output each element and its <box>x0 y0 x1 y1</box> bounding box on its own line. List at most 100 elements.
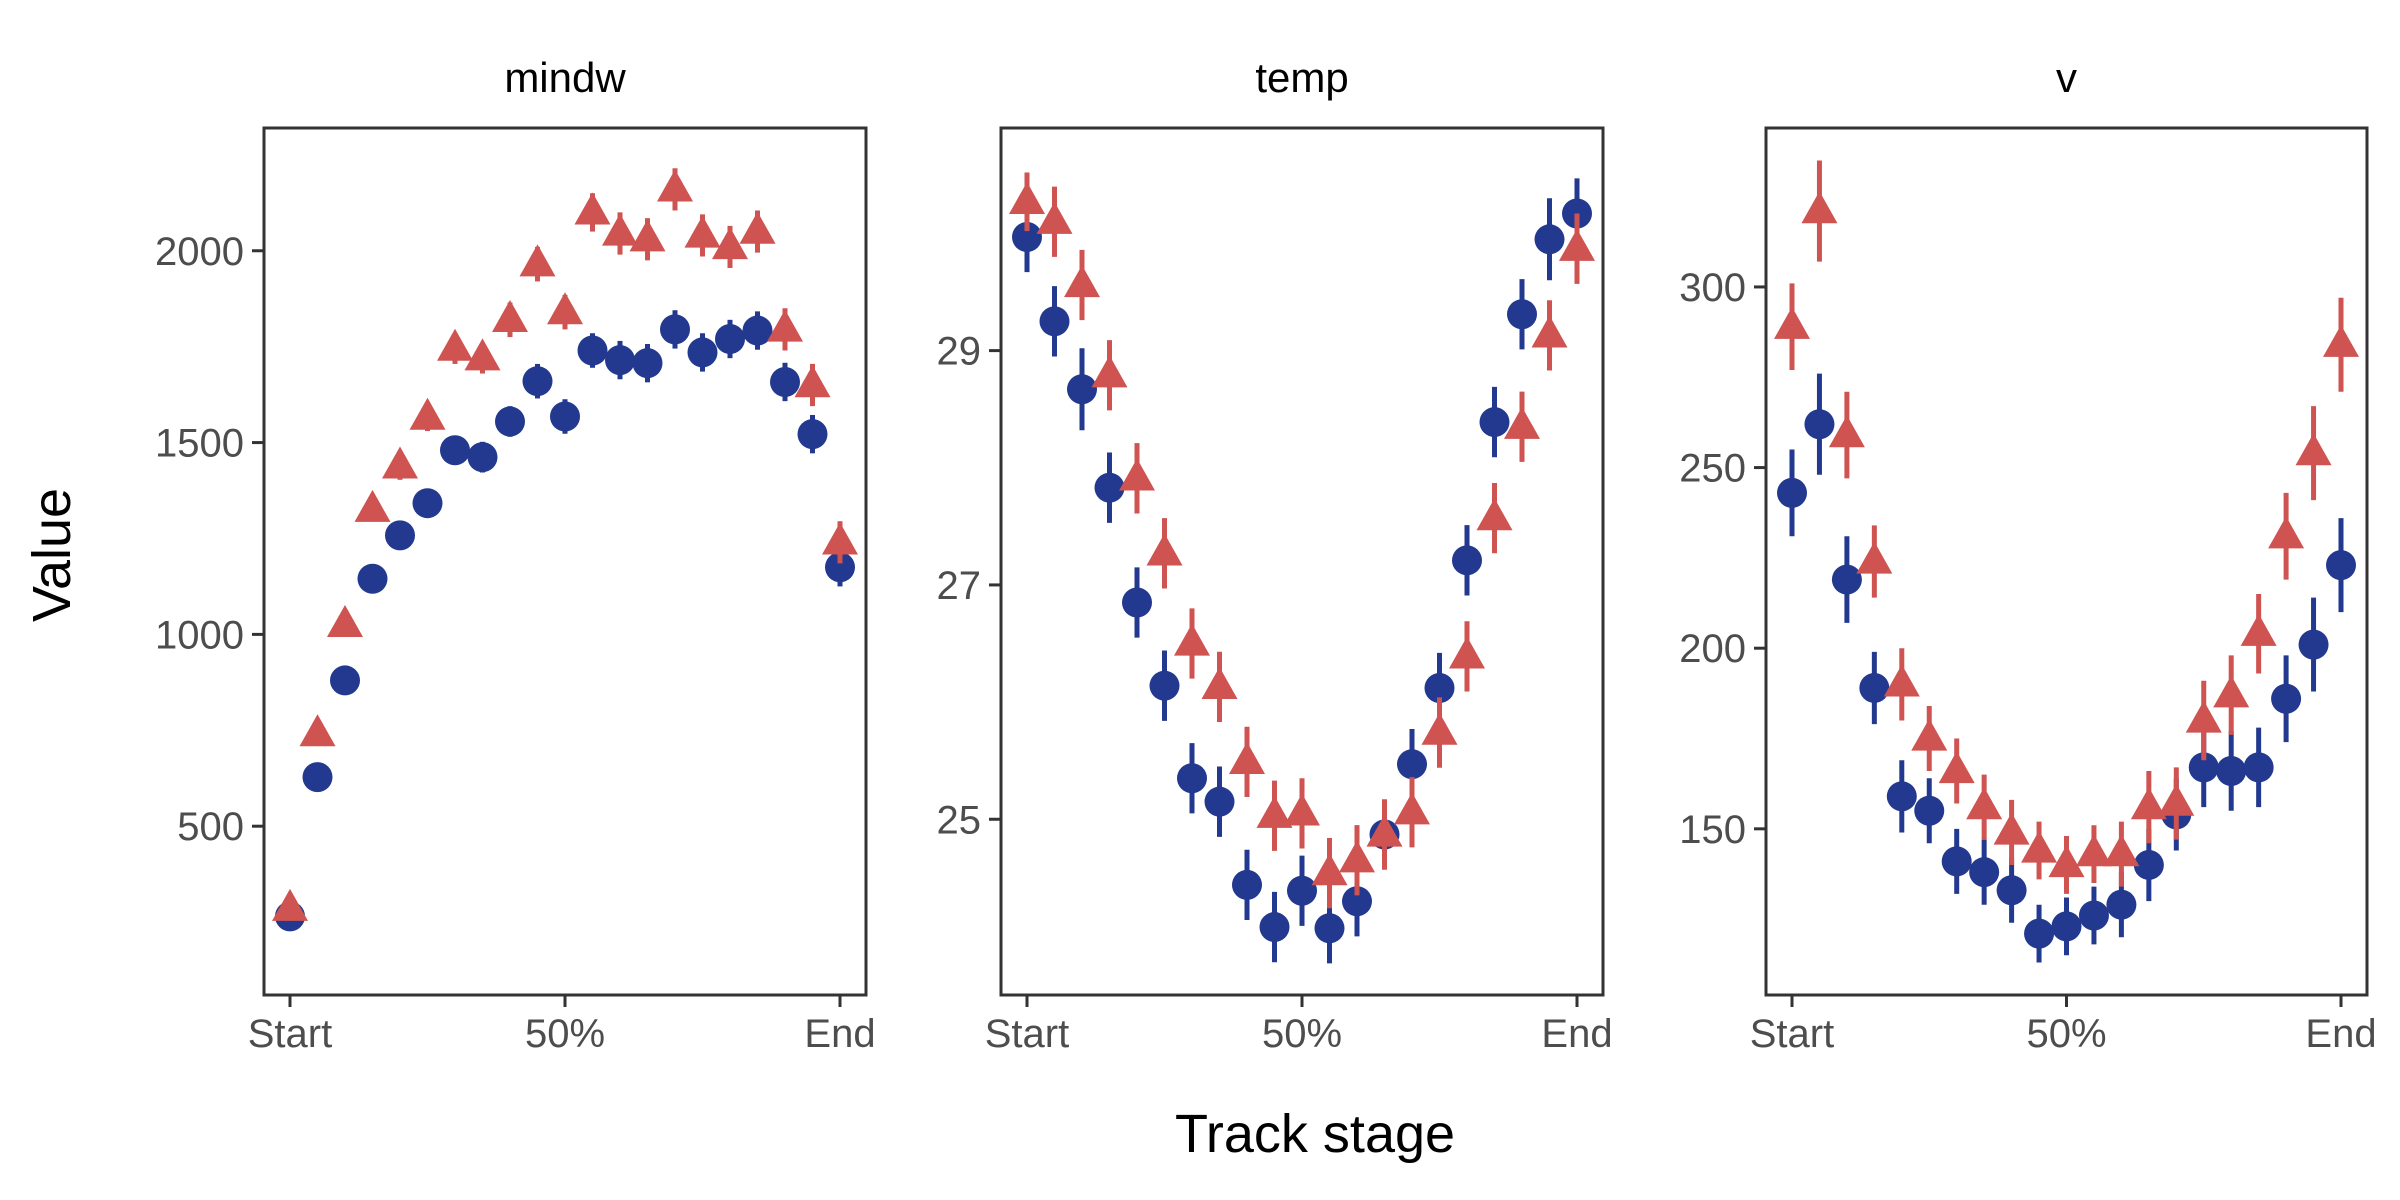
data-point-circle <box>742 315 773 346</box>
data-point-circle <box>1941 846 1972 877</box>
data-point-circle <box>1232 869 1262 900</box>
data-point-circle <box>1996 875 2027 906</box>
data-point-circle <box>1397 749 1427 780</box>
data-point-triangle <box>2075 834 2112 867</box>
data-point-triangle <box>1036 201 1073 234</box>
panel-title: v <box>2056 54 2077 101</box>
x-tick-label: 50% <box>525 1012 605 1056</box>
data-point-circle <box>302 762 333 793</box>
data-point-circle <box>1122 587 1152 618</box>
data-point-triangle <box>327 604 363 637</box>
data-point-triangle <box>1421 712 1458 745</box>
data-point-triangle <box>684 215 721 248</box>
data-point-triangle <box>1911 718 1948 751</box>
data-point-triangle <box>1119 458 1155 491</box>
data-point-circle <box>1012 221 1042 252</box>
x-tick-label: Start <box>1750 1012 1834 1056</box>
data-point-circle <box>1831 564 1862 595</box>
data-point-triangle <box>2323 324 2359 357</box>
y-tick-label: 200 <box>1679 627 1746 671</box>
panel-frame <box>999 126 1605 997</box>
data-point-circle <box>687 337 718 368</box>
y-tick-label: 1500 <box>155 422 244 466</box>
data-point-triangle <box>2240 613 2277 646</box>
data-point-circle <box>522 366 553 397</box>
data-point-triangle <box>2295 433 2332 466</box>
data-point-triangle <box>2130 787 2167 820</box>
data-point-triangle <box>299 714 336 747</box>
y-tick-label: 150 <box>1679 808 1746 852</box>
data-point-circle <box>550 401 580 432</box>
data-point-triangle <box>272 888 308 921</box>
panel-title: mindw <box>504 54 626 101</box>
x-axis-title: Track stage <box>1175 1104 1455 1164</box>
data-point-circle <box>1094 472 1125 503</box>
panel-title: temp <box>1255 54 1348 101</box>
data-point-triangle <box>1504 406 1540 439</box>
data-point-triangle <box>547 292 583 325</box>
data-point-circle <box>2188 752 2219 783</box>
data-point-circle <box>2216 756 2247 787</box>
x-tick-label: End <box>2305 1012 2376 1056</box>
data-point-triangle <box>2185 700 2222 733</box>
data-point-circle <box>2326 550 2356 581</box>
data-point-circle <box>1204 786 1235 817</box>
data-point-circle <box>495 406 525 437</box>
y-tick-label: 29 <box>937 330 982 374</box>
data-point-circle <box>330 665 360 696</box>
data-point-circle <box>1424 673 1455 704</box>
y-tick-label: 250 <box>1679 447 1746 491</box>
data-point-circle <box>1452 545 1482 576</box>
panel-frame <box>262 126 868 997</box>
data-point-triangle <box>2048 845 2085 878</box>
y-tick-label: 500 <box>177 805 244 849</box>
data-point-circle <box>1067 374 1097 405</box>
data-point-triangle <box>1774 306 1810 339</box>
data-point-triangle <box>1476 498 1513 531</box>
data-point-triangle <box>1366 814 1403 847</box>
data-point-circle <box>412 488 443 519</box>
data-point-circle <box>825 552 855 583</box>
data-point-triangle <box>1801 191 1838 224</box>
series-circle <box>275 310 855 932</box>
data-point-triangle <box>1201 667 1238 700</box>
data-point-triangle <box>1009 181 1045 214</box>
data-point-triangle <box>1828 415 1865 448</box>
data-point-triangle <box>1856 541 1893 574</box>
data-point-triangle <box>1394 792 1430 825</box>
data-point-triangle <box>1064 265 1100 298</box>
data-point-circle <box>2243 752 2274 783</box>
data-point-circle <box>2051 911 2082 942</box>
data-point-triangle <box>1449 636 1485 669</box>
data-point-triangle <box>1938 751 1975 784</box>
data-point-circle <box>440 435 470 466</box>
data-point-triangle <box>2103 834 2140 867</box>
data-point-circle <box>2271 683 2302 714</box>
data-point-triangle <box>822 522 858 555</box>
data-point-circle <box>2298 629 2329 660</box>
y-axis-title: Value <box>22 488 82 622</box>
data-point-triangle <box>1174 623 1210 656</box>
data-point-triangle <box>1256 795 1293 828</box>
data-point-circle <box>797 419 828 450</box>
data-point-circle <box>1507 299 1537 330</box>
data-point-circle <box>1886 781 1917 812</box>
data-point-triangle <box>657 169 693 202</box>
data-point-triangle <box>1559 228 1595 261</box>
series-triangle <box>1009 172 1595 909</box>
data-point-triangle <box>602 213 638 246</box>
data-point-triangle <box>464 338 501 371</box>
data-point-circle <box>1314 913 1345 944</box>
x-tick-label: End <box>804 1012 875 1056</box>
data-point-circle <box>660 314 690 345</box>
data-point-circle <box>1777 477 1807 508</box>
data-point-triangle <box>1531 315 1568 348</box>
data-point-circle <box>1534 224 1565 255</box>
data-point-triangle <box>1339 840 1375 873</box>
data-point-circle <box>2106 889 2137 920</box>
data-point-circle <box>1039 306 1070 337</box>
data-point-triangle <box>2213 675 2250 708</box>
data-point-circle <box>605 345 635 376</box>
data-point-circle <box>1342 886 1372 917</box>
